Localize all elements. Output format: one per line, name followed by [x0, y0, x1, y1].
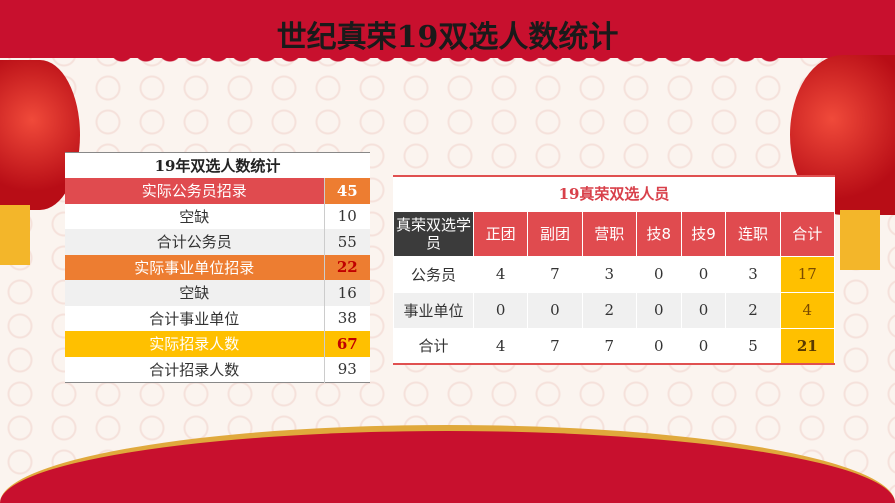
row-label: 空缺 — [65, 203, 325, 229]
cell: 0 — [635, 327, 682, 365]
table-row: 合计公务员 55 — [65, 229, 370, 255]
row-value: 55 — [324, 229, 370, 255]
row-label: 合计公务员 — [65, 229, 325, 255]
table-row: 合计事业单位 38 — [65, 305, 370, 331]
table-row: 空缺 16 — [65, 280, 370, 306]
cell: 4 — [472, 327, 529, 365]
table-row: 空缺 10 — [65, 203, 370, 229]
row-value: 16 — [324, 280, 370, 306]
column-header: 技9 — [680, 210, 727, 257]
row-value: 45 — [324, 178, 370, 204]
row-value: 67 — [324, 331, 370, 357]
cell: 5 — [725, 327, 781, 365]
cell: 2 — [725, 291, 781, 329]
cell: 0 — [635, 255, 682, 293]
column-header: 副团 — [527, 210, 583, 257]
row-value: 93 — [337, 360, 357, 378]
row-label: 实际招录人数 — [65, 331, 325, 357]
column-header: 合计 — [779, 210, 836, 257]
table-title: 19真荣双选人员 — [393, 175, 835, 212]
cell: 0 — [680, 327, 727, 365]
column-header: 连职 — [725, 210, 781, 257]
cell: 7 — [581, 327, 637, 365]
table-row: 实际事业单位招录 22 — [65, 254, 370, 280]
row-value: 22 — [324, 254, 370, 280]
column-header: 营职 — [581, 210, 637, 257]
row-value: 10 — [337, 207, 357, 226]
row-label: 合计招录人数 — [65, 356, 325, 382]
cell: 3 — [581, 255, 637, 293]
column-header: 技8 — [635, 210, 682, 257]
lantern-tassel-right — [840, 210, 880, 270]
total-cell: 4 — [779, 291, 836, 329]
row-label: 实际公务员招录 — [65, 178, 325, 204]
cell: 0 — [527, 291, 583, 329]
row-label: 合计 — [393, 327, 474, 365]
row-label: 公务员 — [393, 255, 474, 293]
cell: 2 — [581, 291, 637, 329]
row-label: 事业单位 — [393, 291, 474, 329]
personnel-table: 19真荣双选人员 真荣双选学员 正团 副团 营职 技8 技9 连职 合计 公务员… — [393, 175, 836, 365]
cell: 7 — [527, 327, 583, 365]
table-row: 公务员 4 7 3 0 0 3 17 — [393, 255, 836, 293]
table-row: 合计 4 7 7 0 0 5 21 — [393, 327, 836, 365]
table-row: 事业单位 0 0 2 0 0 2 4 — [393, 291, 836, 329]
column-header: 真荣双选学员 — [393, 210, 474, 257]
table-row: 实际公务员招录 45 — [65, 178, 370, 204]
table-row: 合计招录人数 93 — [65, 356, 370, 382]
recruit-summary-table: 19年双选人数统计 实际公务员招录 45 空缺 10 合计公务员 55 实际事业单位招… — [65, 152, 370, 383]
total-cell: 17 — [779, 255, 836, 293]
total-cell: 21 — [779, 327, 836, 365]
column-header: 正团 — [472, 210, 529, 257]
banner-scallop — [110, 50, 785, 68]
cell: 0 — [635, 291, 682, 329]
cell: 0 — [680, 255, 727, 293]
cell: 4 — [472, 255, 529, 293]
row-label: 合计事业单位 — [65, 305, 325, 331]
table-title: 19年双选人数统计 — [65, 152, 370, 178]
top-banner — [0, 0, 895, 58]
header-row: 真荣双选学员 正团 副团 营职 技8 技9 连职 合计 — [393, 210, 836, 257]
row-label: 实际事业单位招录 — [65, 254, 325, 280]
lantern-tassel-left — [0, 205, 30, 265]
row-label: 空缺 — [65, 280, 325, 306]
row-value: 38 — [337, 309, 357, 328]
page-title: 世纪真荣19双选人数统计 — [276, 20, 619, 55]
cell: 0 — [472, 291, 529, 329]
table-row: 实际招录人数 67 — [65, 331, 370, 357]
cell: 7 — [527, 255, 583, 293]
cell: 0 — [680, 291, 727, 329]
cell: 3 — [725, 255, 781, 293]
